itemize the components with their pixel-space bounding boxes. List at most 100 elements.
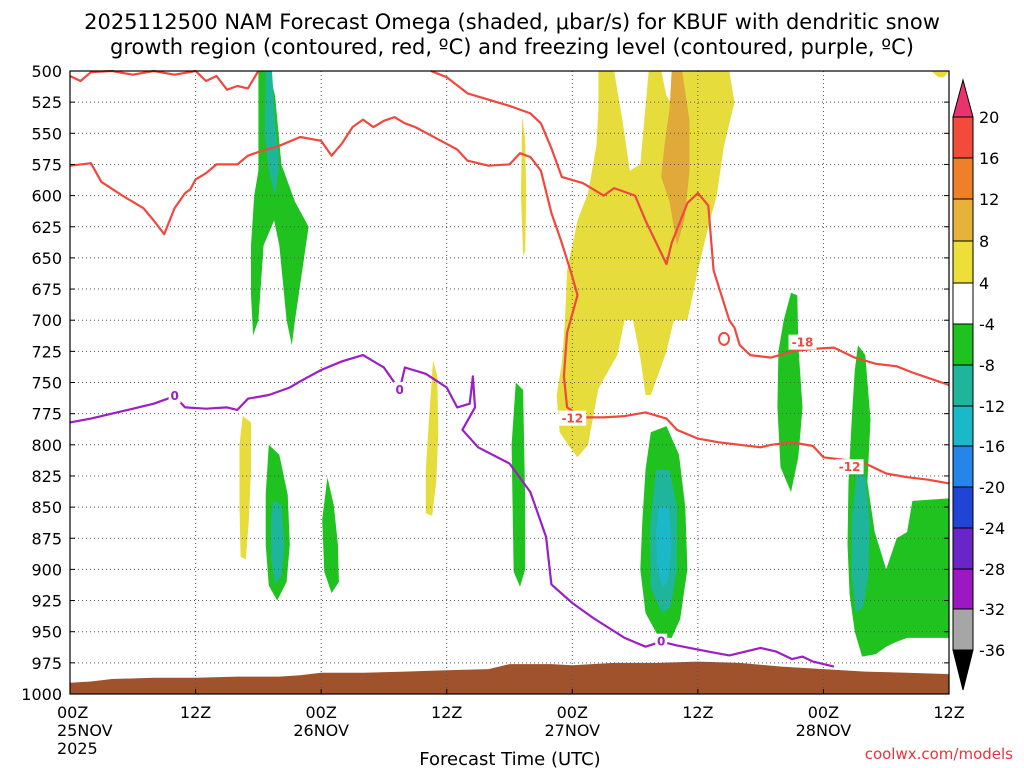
omega-region-rising-mod-2	[270, 500, 285, 585]
omega-region-sinking-weak-2	[425, 360, 439, 516]
freezing-level-contour	[69, 354, 835, 668]
y-tick-label-800: 800	[31, 436, 62, 455]
contour-label-1: 0	[395, 383, 403, 397]
y-tick-label-700: 700	[31, 311, 62, 330]
x-tick-label-84: 12Z	[933, 703, 964, 722]
terrain-layer	[70, 661, 949, 694]
y-tick-label-900: 900	[31, 560, 62, 579]
y-tick-label-750: 750	[31, 374, 62, 393]
colorbar: 20 16 12 8 4 -4 -8 -12 -16 -20 -24 -28 -32 -36	[952, 78, 1005, 691]
terrain-area	[70, 661, 949, 694]
omega-region-sinking-mod-4	[661, 71, 690, 246]
y-axis: 500 525 550 575 600 625 650 675 700 725 750 775 800 8…	[21, 62, 949, 704]
x-tick-label-36: 12Z	[431, 703, 462, 722]
colorbar-label-11: -28	[979, 560, 1005, 579]
colorbar-swatch-6	[952, 364, 974, 407]
colorbar-swatch-5	[952, 323, 974, 366]
omega-region-sinking-weak-5	[931, 71, 949, 78]
colorbar-swatch-3	[952, 240, 974, 284]
colorbar-swatch-8	[952, 445, 974, 488]
y-tick-label-875: 875	[31, 529, 62, 548]
omega-region-sinking-weak-1	[239, 416, 251, 560]
contour-label-3: -12	[561, 412, 583, 426]
y-tick-label-525: 525	[31, 93, 62, 112]
omega-region-rising-strong-5	[656, 507, 672, 589]
colorbar-swatch-10	[952, 527, 974, 570]
y-tick-label-625: 625	[31, 218, 62, 237]
contour-label-bg-0	[168, 388, 181, 404]
omega-region-rising-weak-1	[251, 71, 309, 346]
credit-text: coolwx.com/models	[865, 745, 1013, 763]
contour-label-bg-2	[655, 633, 668, 649]
x-tick-label-60: 12Z	[682, 703, 713, 722]
colorbar-swatch-4	[952, 282, 974, 325]
colorbar-label-7: -12	[979, 397, 1005, 416]
colorbar-swatch-12	[952, 608, 974, 651]
colorbar-swatch-2	[952, 198, 974, 242]
colorbar-label-2: 12	[979, 190, 999, 209]
colorbar-top-arrow	[952, 78, 974, 118]
y-tick-label-725: 725	[31, 342, 62, 361]
colorbar-label-4: 4	[979, 274, 989, 293]
x-axis-title: Forecast Time (UTC)	[419, 749, 600, 768]
y-tick-label-675: 675	[31, 280, 62, 299]
y-tick-label-575: 575	[31, 155, 62, 174]
colorbar-label-3: 8	[979, 232, 989, 251]
x-tick-date-0: 25NOV	[57, 721, 113, 740]
colorbar-swatch-0	[952, 116, 974, 159]
omega-region-rising-weak-3	[322, 477, 339, 594]
omega-shading-layer	[239, 71, 949, 657]
y-tick-label-650: 650	[31, 249, 62, 268]
x-tick-label-72: 00Z	[808, 703, 839, 722]
contour-layer	[69, 69, 950, 668]
x-tick-date-48: 27NOV	[544, 721, 600, 740]
contour-label-5: -12	[839, 460, 861, 474]
x-tick-date-24: 26NOV	[293, 721, 349, 740]
y-tick-label-600: 600	[31, 187, 62, 206]
omega-region-sinking-weak-3	[521, 115, 527, 256]
colorbar-label-8: -16	[979, 437, 1005, 456]
colorbar-label-9: -20	[979, 478, 1005, 497]
colorbar-bottom-arrow	[952, 649, 974, 691]
y-tick-label-925: 925	[31, 592, 62, 611]
colorbar-label-5: -4	[979, 315, 995, 334]
omega-region-rising-weak-4	[511, 382, 526, 587]
colorbar-label-0: 20	[979, 108, 999, 127]
chart-title-line2: growth region (contoured, red, ºC) and f…	[110, 35, 914, 59]
colorbar-swatch-9	[952, 486, 974, 529]
contour-label-layer: 0 0 0 -12 -18 -12	[168, 334, 864, 649]
colorbar-label-6: -8	[979, 356, 995, 375]
y-tick-label-500: 500	[31, 62, 62, 81]
y-tick-label-975: 975	[31, 654, 62, 673]
colorbar-swatch-7	[952, 405, 974, 447]
contour-label-4: -18	[792, 336, 814, 350]
y-tick-label-825: 825	[31, 467, 62, 486]
y-tick-label-550: 550	[31, 124, 62, 143]
omega-region-rising-weak-6	[777, 292, 803, 493]
y-tick-label-775: 775	[31, 405, 62, 424]
x-tick-label-0: 00Z	[57, 703, 88, 722]
dgz-upper-contour-left	[69, 69, 260, 91]
dgz-lower-contour	[69, 115, 950, 485]
x-tick-label-48: 00Z	[557, 703, 588, 722]
gridlines	[70, 71, 949, 694]
contour-label-0: 0	[170, 389, 178, 403]
dgz-upper-contour-right	[430, 69, 950, 387]
x-tick-label-24: 00Z	[305, 703, 336, 722]
colorbar-label-12: -32	[979, 600, 1005, 619]
dgz-small-loop	[718, 331, 731, 346]
colorbar-swatch-1	[952, 157, 974, 200]
colorbar-label-13: -36	[979, 641, 1005, 660]
omega-region-sinking-weak-4	[556, 71, 735, 458]
omega-region-rising-weak-7	[847, 345, 949, 657]
omega-region-rising-mod-1	[264, 71, 280, 196]
contour-label-2: 0	[657, 635, 665, 649]
x-tick-year-0: 2025	[57, 739, 98, 758]
contour-label-bg-3	[558, 410, 587, 426]
y-tick-label-850: 850	[31, 498, 62, 517]
chart-title-line1: 2025112500 NAM Forecast Omega (shaded, μ…	[84, 10, 940, 34]
colorbar-swatch-11	[952, 568, 974, 610]
contour-label-bg-4	[788, 334, 817, 350]
